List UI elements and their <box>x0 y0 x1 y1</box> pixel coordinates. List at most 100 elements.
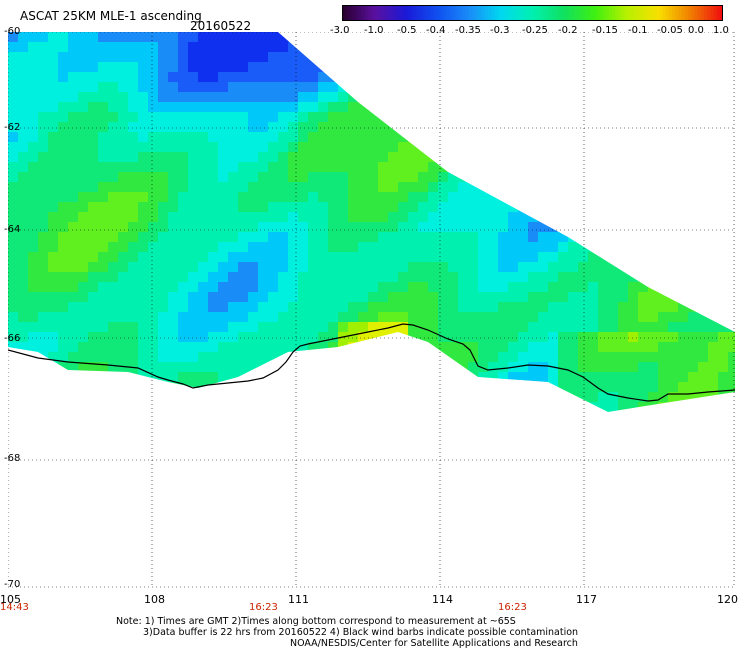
swath-cell <box>628 112 638 122</box>
swath-cell <box>488 272 498 282</box>
swath-cell <box>638 92 648 102</box>
swath-cell <box>178 302 188 312</box>
swath-cell <box>728 282 735 292</box>
swath-cell <box>528 402 538 412</box>
swath-cell <box>568 82 578 92</box>
swath-cell <box>438 402 448 412</box>
swath-cell <box>298 282 308 292</box>
swath-cell <box>428 102 438 112</box>
swath-cell <box>228 162 238 172</box>
swath-cell <box>158 132 168 142</box>
colorbar-segment <box>437 5 442 21</box>
swath-cell <box>228 242 238 252</box>
swath-cell <box>288 292 298 302</box>
swath-cell <box>258 32 268 42</box>
swath-cell <box>408 262 418 272</box>
swath-cell <box>208 82 218 92</box>
swath-cell <box>698 292 708 302</box>
swath-cell <box>418 292 428 302</box>
swath-cell <box>38 312 48 322</box>
swath-cell <box>48 272 58 282</box>
swath-cell <box>88 142 98 152</box>
swath-cell <box>298 172 308 182</box>
swath-cell <box>128 392 138 402</box>
swath-cell <box>618 282 628 292</box>
swath-cell <box>88 382 98 392</box>
swath-cell <box>188 342 198 352</box>
swath-cell <box>368 282 378 292</box>
swath-cell <box>118 152 128 162</box>
colorbar-segment <box>411 5 416 21</box>
swath-cell <box>288 72 298 82</box>
swath-cell <box>238 322 248 332</box>
swath-cell <box>638 322 648 332</box>
swath-cell <box>38 252 48 262</box>
swath-cell <box>148 272 158 282</box>
swath-cell <box>58 202 68 212</box>
swath-cell <box>188 242 198 252</box>
swath-cell <box>458 62 468 72</box>
swath-cell <box>418 32 428 42</box>
swath-cell <box>468 102 478 112</box>
swath-cell <box>138 192 148 202</box>
swath-cell <box>528 342 538 352</box>
swath-cell <box>188 182 198 192</box>
swath-cell <box>278 392 288 402</box>
swath-cell <box>668 232 678 242</box>
swath-cell <box>528 262 538 272</box>
swath-cell <box>598 272 608 282</box>
swath-cell <box>218 132 228 142</box>
swath-cell <box>138 172 148 182</box>
swath-cell <box>238 52 248 62</box>
swath-cell <box>648 232 658 242</box>
swath-cell <box>718 212 728 222</box>
swath-cell <box>478 322 488 332</box>
swath-cell <box>278 292 288 302</box>
swath-cell <box>8 312 18 322</box>
swath-cell <box>728 202 735 212</box>
swath-cell <box>138 222 148 232</box>
swath-cell <box>108 282 118 292</box>
swath-cell <box>548 162 558 172</box>
swath-cell <box>668 62 678 72</box>
swath-cell <box>568 142 578 152</box>
swath-cell <box>508 112 518 122</box>
swath-cell <box>568 222 578 232</box>
swath-cell <box>598 202 608 212</box>
swath-cell <box>38 242 48 252</box>
swath-cell <box>318 242 328 252</box>
swath-cell <box>638 382 648 392</box>
swath-cell <box>528 352 538 362</box>
swath-cell <box>548 402 558 412</box>
swath-cell <box>118 212 128 222</box>
swath-cell <box>458 302 468 312</box>
swath-cell <box>408 172 418 182</box>
swath-cell <box>658 222 668 232</box>
swath-cell <box>458 182 468 192</box>
swath-cell <box>238 72 248 82</box>
swath-cell <box>128 352 138 362</box>
swath-cell <box>398 112 408 122</box>
swath-cell <box>258 282 268 292</box>
swath-cell <box>268 382 278 392</box>
swath-cell <box>258 62 268 72</box>
swath-cell <box>708 322 718 332</box>
swath-cell <box>628 202 638 212</box>
swath-cell <box>388 92 398 102</box>
time-label: 16:23 <box>498 602 527 613</box>
swath-cell <box>78 242 88 252</box>
swath-cell <box>518 152 528 162</box>
swath-cell <box>448 192 458 202</box>
swath-cell <box>448 72 458 82</box>
swath-cell <box>288 132 298 142</box>
swath-cell <box>668 52 678 62</box>
swath-cell <box>178 362 188 372</box>
swath-cell <box>248 222 258 232</box>
swath-cell <box>648 222 658 232</box>
swath-cell <box>278 312 288 322</box>
swath-cell <box>208 152 218 162</box>
swath-cell <box>578 312 588 322</box>
swath-cell <box>718 392 728 402</box>
swath-cell <box>698 362 708 372</box>
swath-cell <box>88 172 98 182</box>
